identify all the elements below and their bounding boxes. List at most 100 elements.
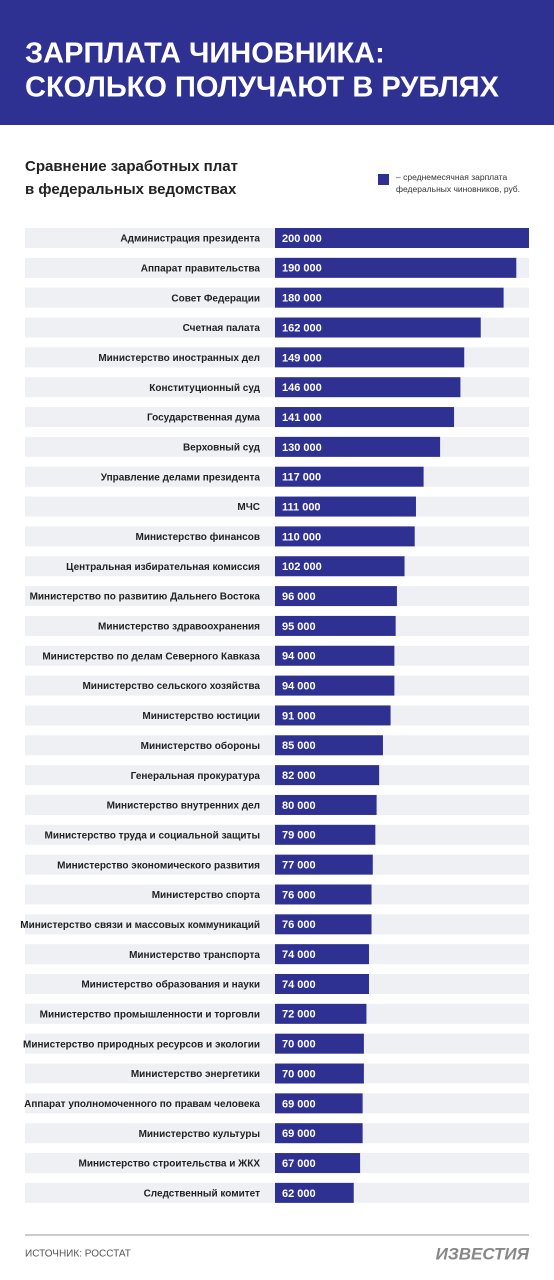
bar (275, 854, 373, 875)
value-label: 74 000 (282, 979, 316, 991)
bar (275, 436, 441, 457)
legend-swatch (378, 174, 389, 185)
bar (275, 675, 395, 696)
bar (275, 1153, 361, 1174)
bar (275, 466, 424, 487)
bar (275, 824, 376, 845)
category-label: Центральная избирательная комиссия (66, 561, 260, 573)
value-label: 180 000 (282, 293, 322, 305)
category-label: Министерство по развитию Дальнего Восток… (30, 592, 261, 603)
bar (275, 914, 372, 935)
subtitle-line: Сравнение заработных плат (25, 158, 238, 175)
bar (275, 645, 395, 666)
bar (275, 794, 377, 815)
value-label: 76 000 (282, 889, 316, 901)
value-label: 82 000 (282, 770, 316, 782)
value-label: 67 000 (282, 1158, 316, 1170)
category-label: Министерство транспорта (129, 950, 260, 961)
legend-label: – среднемесячная зарплата федеральных чи… (396, 172, 521, 194)
bar (275, 944, 369, 965)
value-label: 76 000 (282, 919, 316, 931)
value-label: 70 000 (282, 1068, 316, 1080)
value-label: 94 000 (282, 651, 316, 663)
value-label: 162 000 (282, 322, 322, 334)
bar (275, 347, 465, 368)
category-label: Министерство спорта (152, 890, 261, 901)
value-label: 117 000 (282, 472, 321, 484)
bar (275, 377, 461, 398)
category-label: Управление делами президента (101, 472, 261, 483)
bar (275, 1003, 367, 1024)
value-label: 130 000 (282, 442, 322, 454)
category-label: Министерство энергетики (131, 1069, 260, 1080)
bar (275, 884, 372, 905)
value-label: 79 000 (282, 830, 316, 842)
value-label: 70 000 (282, 1039, 316, 1051)
value-label: 77 000 (282, 860, 316, 872)
brand-logo: ИЗВЕСТИЯ (436, 1244, 530, 1263)
category-label: Верховный суд (183, 443, 261, 454)
category-label: Министерство труда и социальной защиты (45, 830, 260, 841)
title-line: ЗАРПЛАТА ЧИНОВНИКА: (25, 38, 385, 70)
category-label: Аппарат правительства (141, 263, 261, 274)
category-label: Генеральная прокуратура (131, 771, 261, 782)
category-label: Министерство образования и науки (81, 979, 260, 991)
category-label: Министерство культуры (139, 1129, 260, 1140)
category-label: Министерство по делам Северного Кавказа (42, 651, 260, 662)
bar (275, 228, 529, 248)
bar (275, 317, 481, 338)
value-label: 102 000 (282, 561, 322, 573)
category-label: Министерство промышленности и торговли (40, 1009, 260, 1020)
value-label: 141 000 (282, 412, 322, 424)
category-label: Министерство финансов (135, 531, 260, 543)
value-label: 149 000 (282, 352, 322, 364)
bar (275, 257, 517, 278)
bar (275, 586, 397, 607)
category-label: Министерство сельского хозяйства (82, 681, 260, 692)
bar (275, 735, 383, 756)
bar (275, 1033, 364, 1054)
category-label: Министерство природных ресурсов и эколог… (23, 1039, 260, 1050)
value-label: 62 000 (282, 1188, 316, 1200)
category-label: МЧС (237, 502, 260, 513)
subtitle-line: в федеральных ведомствах (25, 181, 237, 198)
category-label: Аппарат уполномоченного по правам челове… (24, 1099, 260, 1110)
source: ИСТОЧНИК: РОССТАТ (25, 1249, 131, 1260)
value-label: 69 000 (282, 1128, 316, 1140)
bar (275, 765, 380, 786)
bar (275, 407, 455, 428)
value-label: 85 000 (282, 740, 316, 752)
bar (275, 705, 391, 726)
bar (275, 615, 396, 636)
legend: – среднемесячная зарплата федеральных чи… (396, 172, 521, 194)
bar (275, 974, 369, 994)
category-label: Министерство иностранных дел (98, 353, 260, 364)
value-label: 74 000 (282, 949, 316, 961)
value-label: 94 000 (282, 681, 316, 693)
category-label: Администрация президента (120, 234, 260, 245)
category-label: Конституционный суд (149, 383, 260, 394)
bar (275, 1182, 354, 1203)
header-band (0, 0, 554, 125)
bar (275, 287, 504, 308)
bar (275, 496, 416, 517)
category-label: Счетная палата (183, 323, 261, 334)
category-label: Министерство здравоохранения (98, 622, 260, 633)
category-label: Министерство связи и массовых коммуникац… (20, 920, 260, 931)
value-label: 80 000 (282, 800, 316, 812)
value-label: 95 000 (282, 621, 316, 633)
value-label: 91 000 (282, 710, 316, 722)
bar (275, 1063, 364, 1084)
value-label: 69 000 (282, 1098, 316, 1110)
value-label: 200 000 (282, 233, 322, 245)
category-label: Министерство обороны (141, 740, 260, 752)
value-label: 190 000 (282, 263, 322, 275)
value-label: 96 000 (282, 591, 316, 603)
value-label: 111 000 (282, 501, 321, 513)
value-label: 110 000 (282, 531, 321, 543)
bar (275, 526, 415, 547)
category-label: Министерство строительства и ЖКХ (79, 1159, 261, 1170)
category-label: Министерство юстиции (142, 711, 260, 722)
